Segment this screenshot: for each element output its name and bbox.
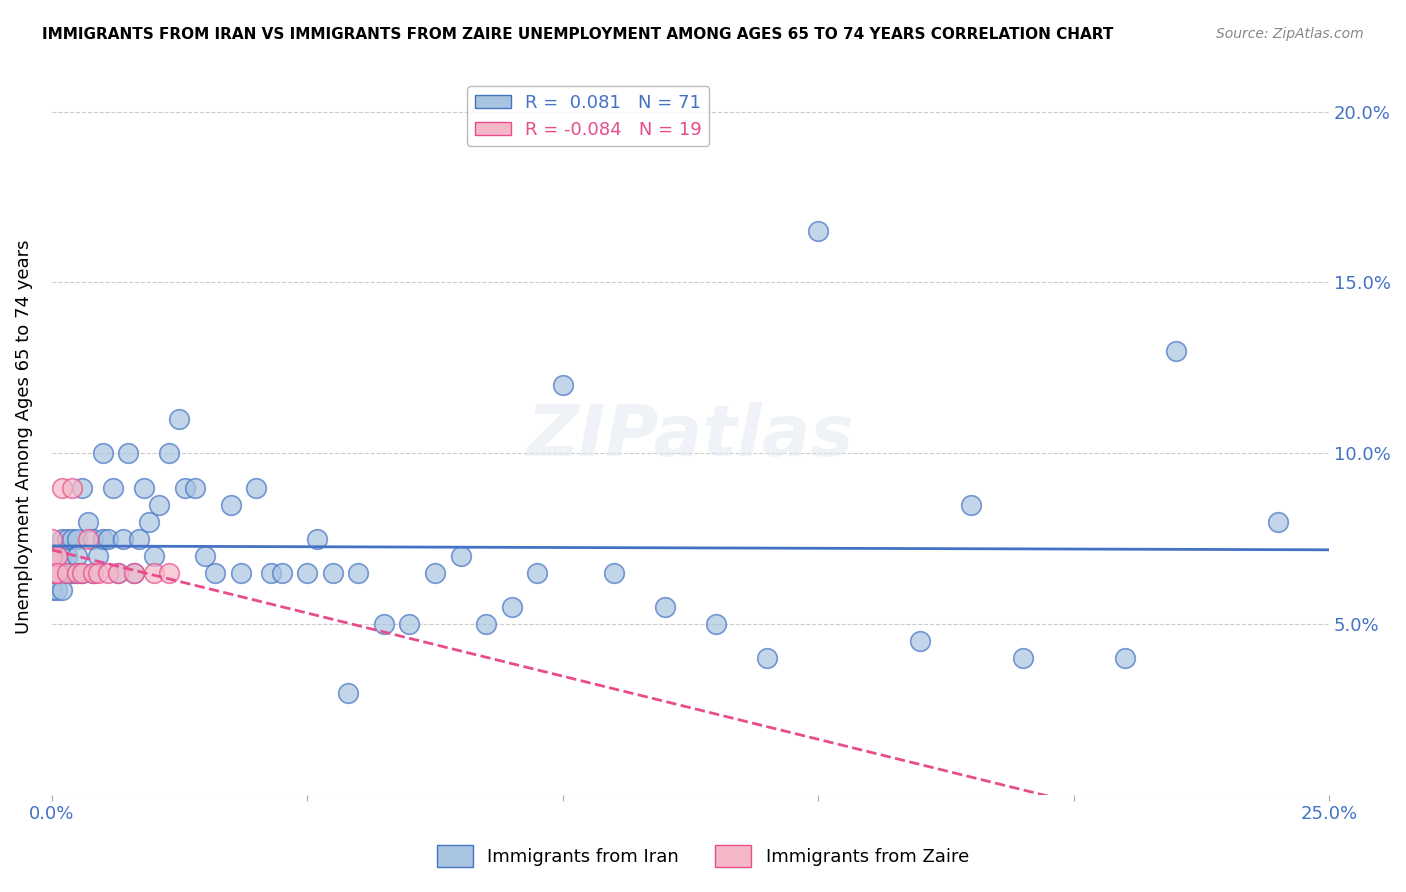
Point [157,446,180,460]
Point [142,566,165,580]
Point [107,566,129,580]
Point [1267,515,1289,529]
Point [322,566,344,580]
Point [76,515,98,529]
Point [756,651,779,665]
Point [142,549,165,563]
Text: ZIPatlas: ZIPatlas [527,401,853,471]
Point [807,224,830,238]
Point [45,582,67,597]
Point [1011,651,1033,665]
Point [148,498,170,512]
Point [82,532,104,546]
Point [97,532,120,546]
Point [51,566,73,580]
Point [229,566,252,580]
Point [1114,651,1136,665]
Point [169,412,191,426]
Point [910,634,932,648]
Point [122,566,145,580]
Point [501,600,523,615]
Point [72,481,94,495]
Point [45,566,67,580]
Point [76,532,98,546]
Point [184,481,207,495]
Point [450,549,472,563]
Point [337,685,360,699]
Legend: Immigrants from Iran, Immigrants from Zaire: Immigrants from Iran, Immigrants from Za… [430,838,976,874]
Point [87,566,110,580]
Point [72,566,94,580]
Point [60,481,83,495]
Point [526,566,548,580]
Point [107,566,129,580]
Point [423,566,446,580]
Point [41,549,63,563]
Point [219,498,242,512]
Point [87,549,110,563]
Point [82,566,104,580]
Point [41,582,63,597]
Point [122,566,145,580]
Point [194,549,217,563]
Point [51,532,73,546]
Point [128,532,150,546]
Point [307,532,329,546]
Point [51,481,73,495]
Point [60,532,83,546]
Point [72,566,94,580]
Text: IMMIGRANTS FROM IRAN VS IMMIGRANTS FROM ZAIRE UNEMPLOYMENT AMONG AGES 65 TO 74 Y: IMMIGRANTS FROM IRAN VS IMMIGRANTS FROM … [42,27,1114,42]
Point [56,566,79,580]
Point [117,446,139,460]
Point [45,566,67,580]
Point [97,566,120,580]
Point [654,600,676,615]
Point [1164,343,1187,358]
Point [66,566,89,580]
Point [704,617,727,632]
Point [51,582,73,597]
Point [132,481,155,495]
Point [157,566,180,580]
Point [45,566,67,580]
Point [56,549,79,563]
Point [66,549,89,563]
Point [270,566,292,580]
Point [603,566,626,580]
Point [41,566,63,580]
Point [297,566,319,580]
Point [82,566,104,580]
Y-axis label: Unemployment Among Ages 65 to 74 years: Unemployment Among Ages 65 to 74 years [15,239,32,633]
Point [45,549,67,563]
Point [91,446,114,460]
Point [475,617,498,632]
Point [91,532,114,546]
Point [56,566,79,580]
Point [101,481,124,495]
Point [56,532,79,546]
Point [41,549,63,563]
Point [204,566,226,580]
Point [138,515,160,529]
Point [347,566,370,580]
Point [173,481,195,495]
Point [41,532,63,546]
Point [112,532,135,546]
Point [373,617,395,632]
Point [260,566,283,580]
Point [60,566,83,580]
Point [66,532,89,546]
Point [398,617,420,632]
Point [245,481,267,495]
Legend: R =  0.081   N = 71, R = -0.084   N = 19: R = 0.081 N = 71, R = -0.084 N = 19 [467,87,709,146]
Text: Source: ZipAtlas.com: Source: ZipAtlas.com [1216,27,1364,41]
Point [960,498,983,512]
Point [66,566,89,580]
Point [45,549,67,563]
Point [51,549,73,563]
Point [551,378,574,392]
